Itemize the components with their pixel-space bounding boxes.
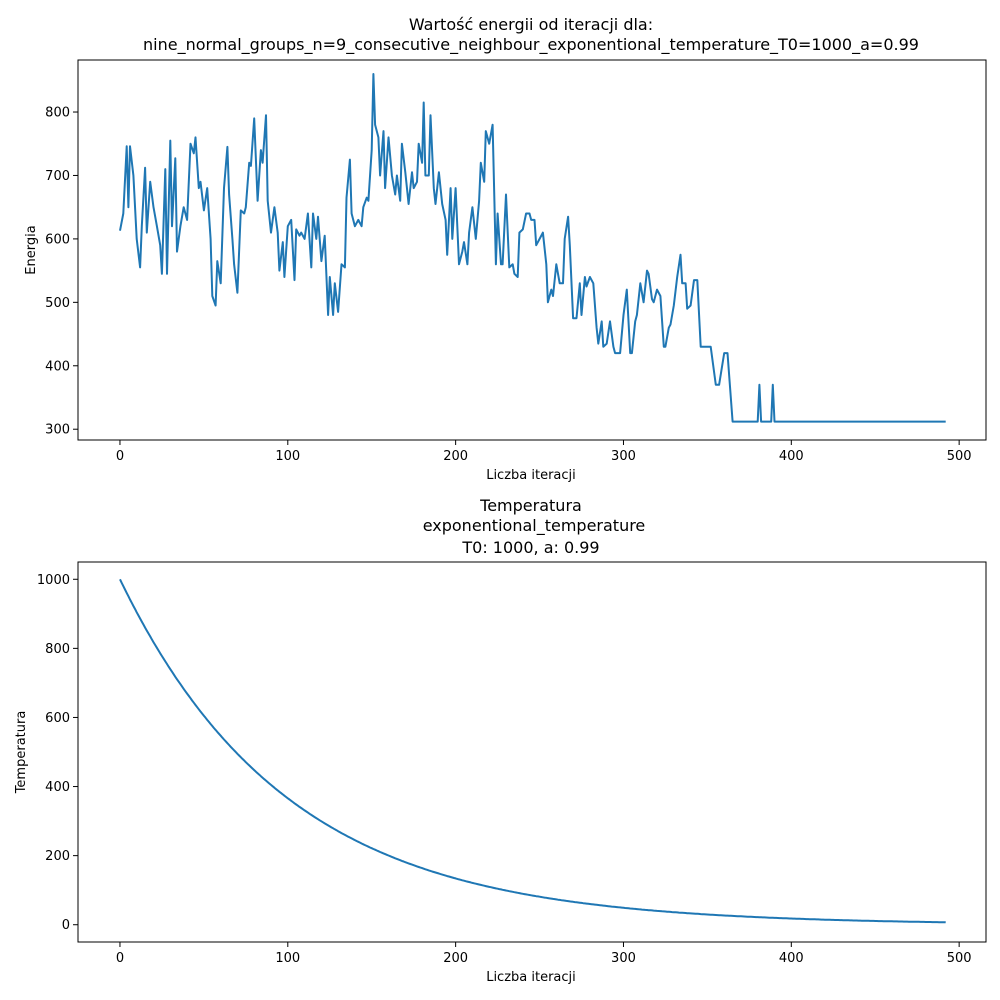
temperature-x-tick-label: 400: [779, 951, 804, 966]
temperature-y-tick-label: 400: [45, 780, 70, 795]
energy-x-axis-label: Liczba iteracji: [486, 468, 576, 483]
energy-plot-frame: [77, 59, 987, 441]
temperature-y-ticks: 0 200 400 600 800 1000: [37, 573, 78, 933]
energy-y-tick-label: 800: [45, 106, 70, 121]
temperature-series-line: [119, 578, 946, 924]
energy-y-tick-label: 700: [45, 169, 70, 184]
temperature-y-tick-label: 600: [45, 711, 70, 726]
energy-x-tick-label: 300: [611, 449, 636, 464]
energy-title-line-1: Wartość energii od iteracji dla:: [409, 15, 653, 34]
energy-x-tick-label: 200: [443, 449, 468, 464]
energy-y-tick-label: 300: [45, 423, 70, 438]
temperature-x-tick-label: 200: [443, 951, 468, 966]
energy-y-tick-label: 400: [45, 359, 70, 374]
temperature-title-line-3: T0: 1000, a: 0.99: [461, 538, 599, 557]
energy-x-tick-label: 0: [116, 449, 124, 464]
energy-x-tick-label: 500: [947, 449, 972, 464]
energy-series-line: [119, 73, 946, 423]
temperature-y-tick-label: 1000: [37, 573, 70, 588]
temperature-y-tick-label: 200: [45, 849, 70, 864]
temperature-y-tick-label: 0: [62, 918, 70, 933]
energy-chart: Wartość energii od iteracji dla: nine_no…: [24, 15, 987, 483]
temperature-x-tick-label: 300: [611, 951, 636, 966]
temperature-plot-frame: [77, 561, 987, 943]
temperature-x-axis-label: Liczba iteracji: [486, 970, 576, 985]
temperature-y-tick-label: 800: [45, 642, 70, 657]
temperature-chart: Temperatura exponentional_temperature T0…: [14, 496, 987, 985]
energy-x-tick-label: 100: [275, 449, 300, 464]
energy-title-line-2: nine_normal_groups_n=9_consecutive_neigh…: [143, 35, 919, 55]
temperature-title-line-2: exponentional_temperature: [423, 516, 646, 536]
energy-y-ticks: 300 400 500 600 700 800: [45, 106, 78, 438]
temperature-x-ticks: 0 100 200 300 400 500: [116, 942, 972, 966]
energy-y-axis-label: Energia: [24, 225, 39, 274]
energy-x-tick-label: 400: [779, 449, 804, 464]
temperature-y-axis-label: Temperatura: [14, 711, 29, 795]
temperature-x-tick-label: 0: [116, 951, 124, 966]
energy-line-layer: [119, 73, 946, 423]
temperature-x-tick-label: 100: [275, 951, 300, 966]
temperature-line-layer: [119, 578, 946, 924]
energy-x-ticks: 0 100 200 300 400 500: [116, 440, 972, 464]
energy-y-tick-label: 600: [45, 232, 70, 247]
temperature-title-line-1: Temperatura: [479, 496, 582, 515]
energy-y-tick-label: 500: [45, 296, 70, 311]
temperature-x-tick-label: 500: [947, 951, 972, 966]
